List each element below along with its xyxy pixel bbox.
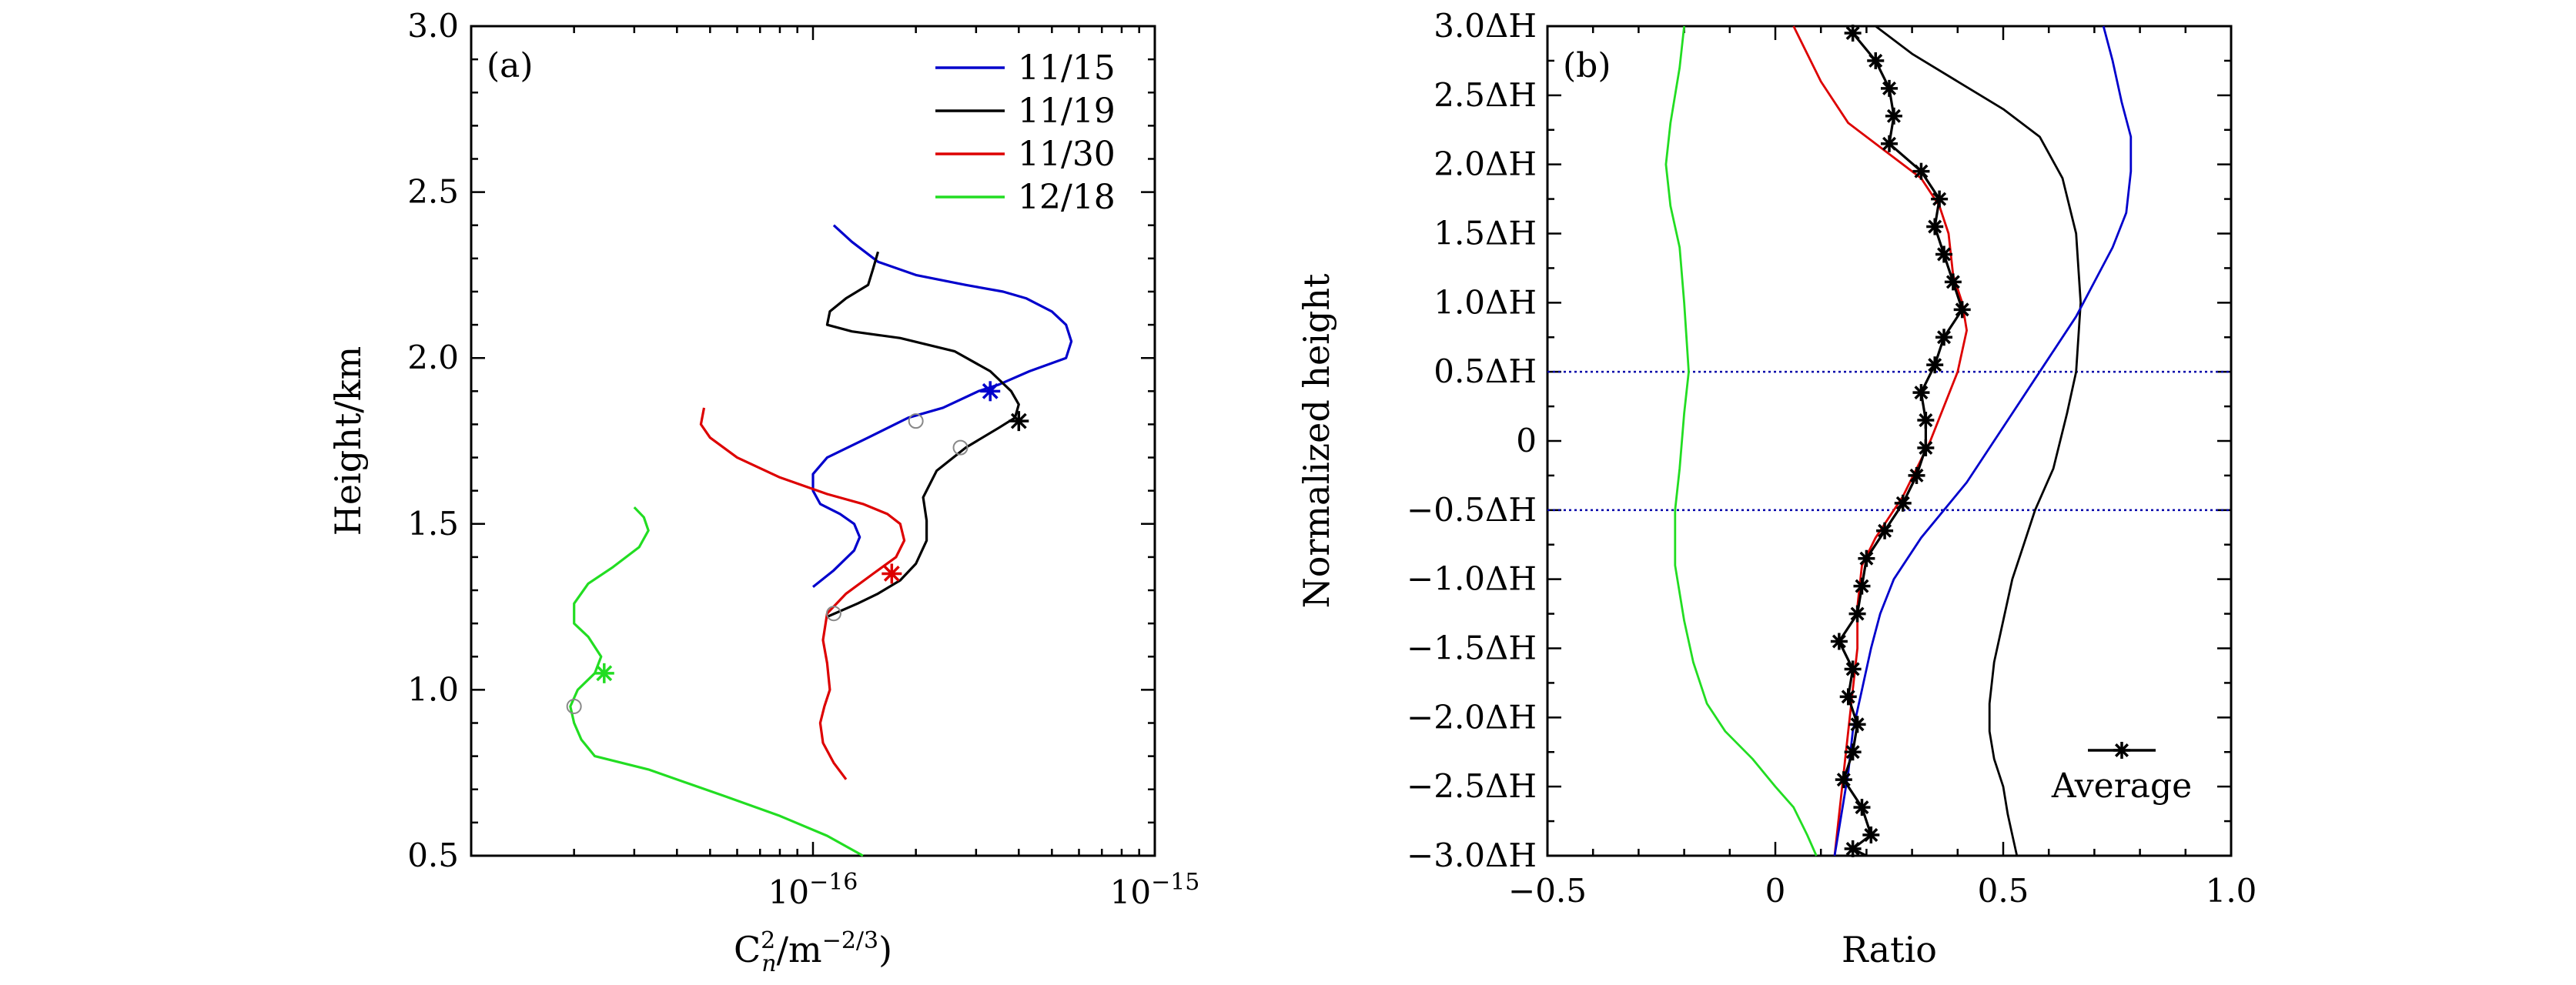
panel-b-average-marker — [1912, 162, 1930, 180]
panel-a-series-line — [569, 506, 864, 857]
panel-b-xtick-label: 1.0 — [2206, 872, 2257, 910]
panel-b-ytick-label: −1.0ΔH — [1407, 560, 1537, 598]
panel-a-series-line — [825, 251, 1020, 618]
panel-b-ytick-label: −1.5ΔH — [1407, 629, 1537, 667]
panel-a-legend-label: 11/19 — [1018, 92, 1116, 131]
panel-b-average-marker — [1844, 660, 1862, 678]
panel-b-average-marker — [1844, 840, 1862, 858]
panel-b-average-marker — [1935, 329, 1953, 346]
panel-b-xtick-label: 0 — [1765, 872, 1786, 910]
panel-a-xlabel: C2 n/m−2/3) — [734, 927, 892, 977]
panel-b-series-line — [1875, 25, 2083, 856]
panel-b-average-marker — [1876, 522, 1894, 539]
panel-a-ylabel: Height/km — [327, 346, 369, 536]
panel-b-label: (b) — [1563, 46, 1611, 85]
panel-b-xtick-label: 0.5 — [1978, 872, 2029, 910]
panel-b-average-marker — [1867, 52, 1885, 69]
panel-b-average-marker — [1853, 577, 1871, 595]
panel-a-ytick-label: 2.5 — [407, 173, 459, 211]
panel-b-average-marker — [1935, 245, 1953, 263]
panel-a-ytick-label: 1.5 — [407, 505, 459, 543]
panel-b-ytick-label: 3.0ΔH — [1434, 7, 1537, 45]
panel-b-average-marker — [1858, 549, 1875, 567]
panel-b-average-marker — [1835, 771, 1852, 789]
panel-a-star-marker — [594, 663, 614, 683]
panel-a-ytick-label: 3.0 — [407, 7, 459, 45]
panel-a-circle-marker — [908, 413, 924, 429]
panel-a-ytick-label: 1.0 — [407, 670, 459, 708]
panel-b-average-marker — [1912, 384, 1930, 402]
panel-b-average-marker — [1844, 743, 1862, 761]
panel-a-ytick-label: 2.0 — [407, 339, 459, 376]
panel-a-legend-label: 11/30 — [1018, 135, 1116, 174]
panel-a-xtick-label: 10−16 — [768, 869, 858, 911]
panel-a: (a) 0.5 1.0 1.5 2.0 2.5 3.0 10−16 10−15 11/15 11… — [327, 7, 1199, 977]
panel-b-legend-label: Average — [2051, 766, 2192, 806]
panel-a-series-line — [699, 407, 906, 780]
panel-a-circle-marker — [825, 606, 841, 622]
panel-b-average-marker — [1926, 218, 1944, 235]
panel-b-xlabel: Ratio — [1842, 929, 1937, 970]
panel-b-average-marker — [1917, 412, 1935, 429]
panel-b-ytick-label: 1.5ΔH — [1434, 215, 1537, 252]
panel-b-average-marker — [1944, 273, 1962, 291]
panel-b-average-marker — [1894, 494, 1912, 512]
panel-b-average-marker — [1862, 826, 1880, 844]
panel-a-ytick-label: 0.5 — [407, 836, 459, 874]
panel-b-average-marker — [1908, 466, 1925, 484]
panel-a-star-marker — [882, 563, 902, 584]
panel-b: (b) −3.0ΔH −2.5ΔH −2.0ΔH −1.5ΔH −1.0ΔH −0.5ΔH… — [1296, 7, 2257, 970]
panel-b-average-marker — [1839, 688, 1857, 706]
panel-b-average-marker — [1926, 356, 1944, 374]
panel-b-ytick-label: 0.5ΔH — [1434, 352, 1537, 390]
panel-b-average-marker — [1953, 301, 1971, 319]
panel-a-series-line — [811, 224, 1073, 588]
panel-b-average-marker — [1844, 24, 1862, 42]
panel-b-average-marker — [1881, 79, 1898, 97]
panel-b-average-marker — [1931, 190, 1949, 208]
panel-b-average-marker — [1885, 107, 1902, 125]
panel-b-average-marker — [1881, 135, 1898, 152]
panel-b-ytick-label: −2.0ΔH — [1407, 698, 1537, 736]
panel-a-label: (a) — [487, 46, 534, 85]
panel-b-series-line — [1833, 25, 2133, 856]
panel-b-ylabel: Normalized height — [1296, 273, 1337, 609]
panel-a-legend-label: 11/15 — [1018, 48, 1116, 88]
panel-b-ytick-label: −0.5ΔH — [1407, 491, 1537, 529]
panel-b-ytick-label: 2.0ΔH — [1434, 145, 1537, 183]
panel-b-ytick-label: 1.0ΔH — [1434, 283, 1537, 321]
panel-b-ytick-label: −2.5ΔH — [1407, 767, 1537, 805]
panel-b-series-line — [1792, 25, 1969, 856]
panel-b-legend-marker — [2113, 742, 2130, 759]
panel-a-circle-marker — [952, 439, 969, 456]
panel-b-average-marker — [1830, 633, 1848, 650]
panel-b-average-marker — [1853, 799, 1871, 816]
panel-a-star-marker — [1009, 411, 1029, 432]
panel-b-ytick-label: −3.0ΔH — [1407, 836, 1537, 874]
panel-b-average-marker — [1848, 716, 1866, 733]
panel-b-xtick-label: −0.5 — [1508, 872, 1587, 910]
panel-a-star-marker — [980, 381, 1001, 402]
panel-b-ytick-label: 2.5ΔH — [1434, 76, 1537, 114]
panel-a-circle-marker — [566, 698, 582, 714]
panel-b-series-line — [1664, 25, 1818, 856]
panel-a-legend-label: 12/18 — [1018, 178, 1116, 217]
panel-a-xtick-label: 10−15 — [1110, 869, 1200, 911]
panel-b-average-marker — [1917, 439, 1935, 456]
panel-b-average-marker — [1848, 605, 1866, 623]
panel-b-ytick-label: 0 — [1516, 422, 1537, 459]
